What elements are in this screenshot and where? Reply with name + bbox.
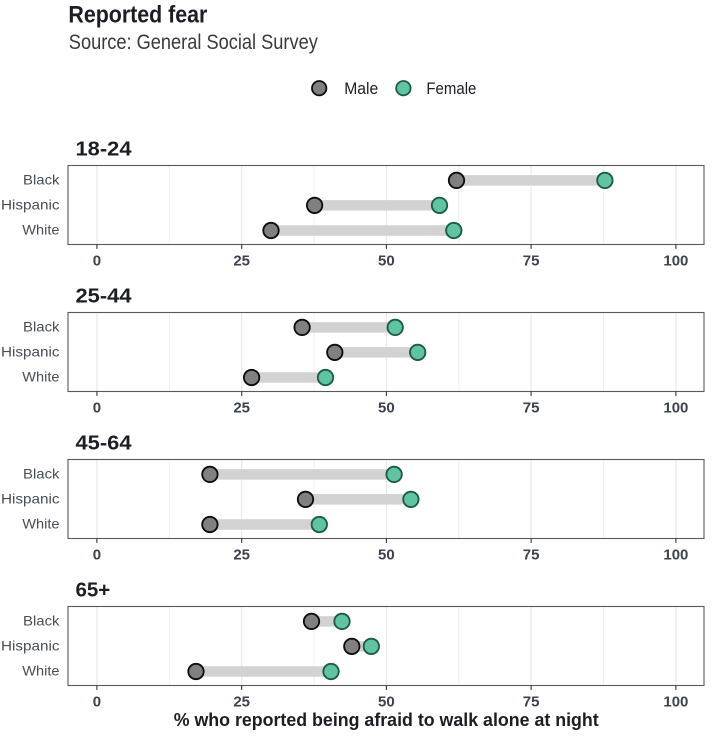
svg-text:25: 25 (233, 694, 250, 711)
svg-text:White: White (22, 663, 59, 679)
svg-text:Hispanic: Hispanic (1, 490, 60, 506)
svg-text:50: 50 (378, 253, 395, 270)
svg-text:Female: Female (426, 79, 476, 98)
svg-text:25: 25 (233, 253, 250, 270)
svg-text:50: 50 (378, 694, 395, 711)
svg-text:Reported fear: Reported fear (68, 2, 207, 29)
svg-text:White: White (22, 516, 59, 532)
svg-text:100: 100 (663, 400, 688, 417)
svg-text:Black: Black (23, 466, 61, 482)
svg-text:100: 100 (663, 694, 688, 711)
svg-text:% who reported being afraid to: % who reported being afraid to walk alon… (174, 709, 599, 730)
svg-text:18-24: 18-24 (76, 139, 133, 161)
svg-text:25: 25 (233, 547, 250, 564)
svg-text:Black: Black (23, 613, 61, 629)
svg-text:75: 75 (523, 400, 540, 417)
svg-text:White: White (22, 222, 59, 238)
svg-text:Hispanic: Hispanic (1, 196, 60, 212)
svg-text:0: 0 (93, 694, 101, 711)
svg-text:0: 0 (93, 547, 101, 564)
svg-text:75: 75 (523, 694, 540, 711)
svg-text:65+: 65+ (76, 580, 111, 602)
svg-text:75: 75 (523, 253, 540, 270)
svg-text:100: 100 (663, 253, 688, 270)
svg-text:Black: Black (23, 319, 61, 335)
svg-text:45-64: 45-64 (76, 433, 133, 455)
svg-text:50: 50 (378, 400, 395, 417)
svg-text:75: 75 (523, 547, 540, 564)
svg-text:0: 0 (93, 253, 101, 270)
svg-text:Male: Male (344, 79, 378, 98)
svg-text:Hispanic: Hispanic (1, 637, 60, 653)
svg-text:50: 50 (378, 547, 395, 564)
svg-text:25-44: 25-44 (76, 286, 133, 308)
svg-text:0: 0 (93, 400, 101, 417)
svg-text:White: White (22, 369, 59, 385)
svg-text:25: 25 (233, 400, 250, 417)
svg-text:100: 100 (663, 547, 688, 564)
svg-text:Hispanic: Hispanic (1, 343, 60, 359)
svg-text:Black: Black (23, 172, 61, 188)
svg-text:Source: General Social Survey: Source: General Social Survey (69, 31, 318, 54)
